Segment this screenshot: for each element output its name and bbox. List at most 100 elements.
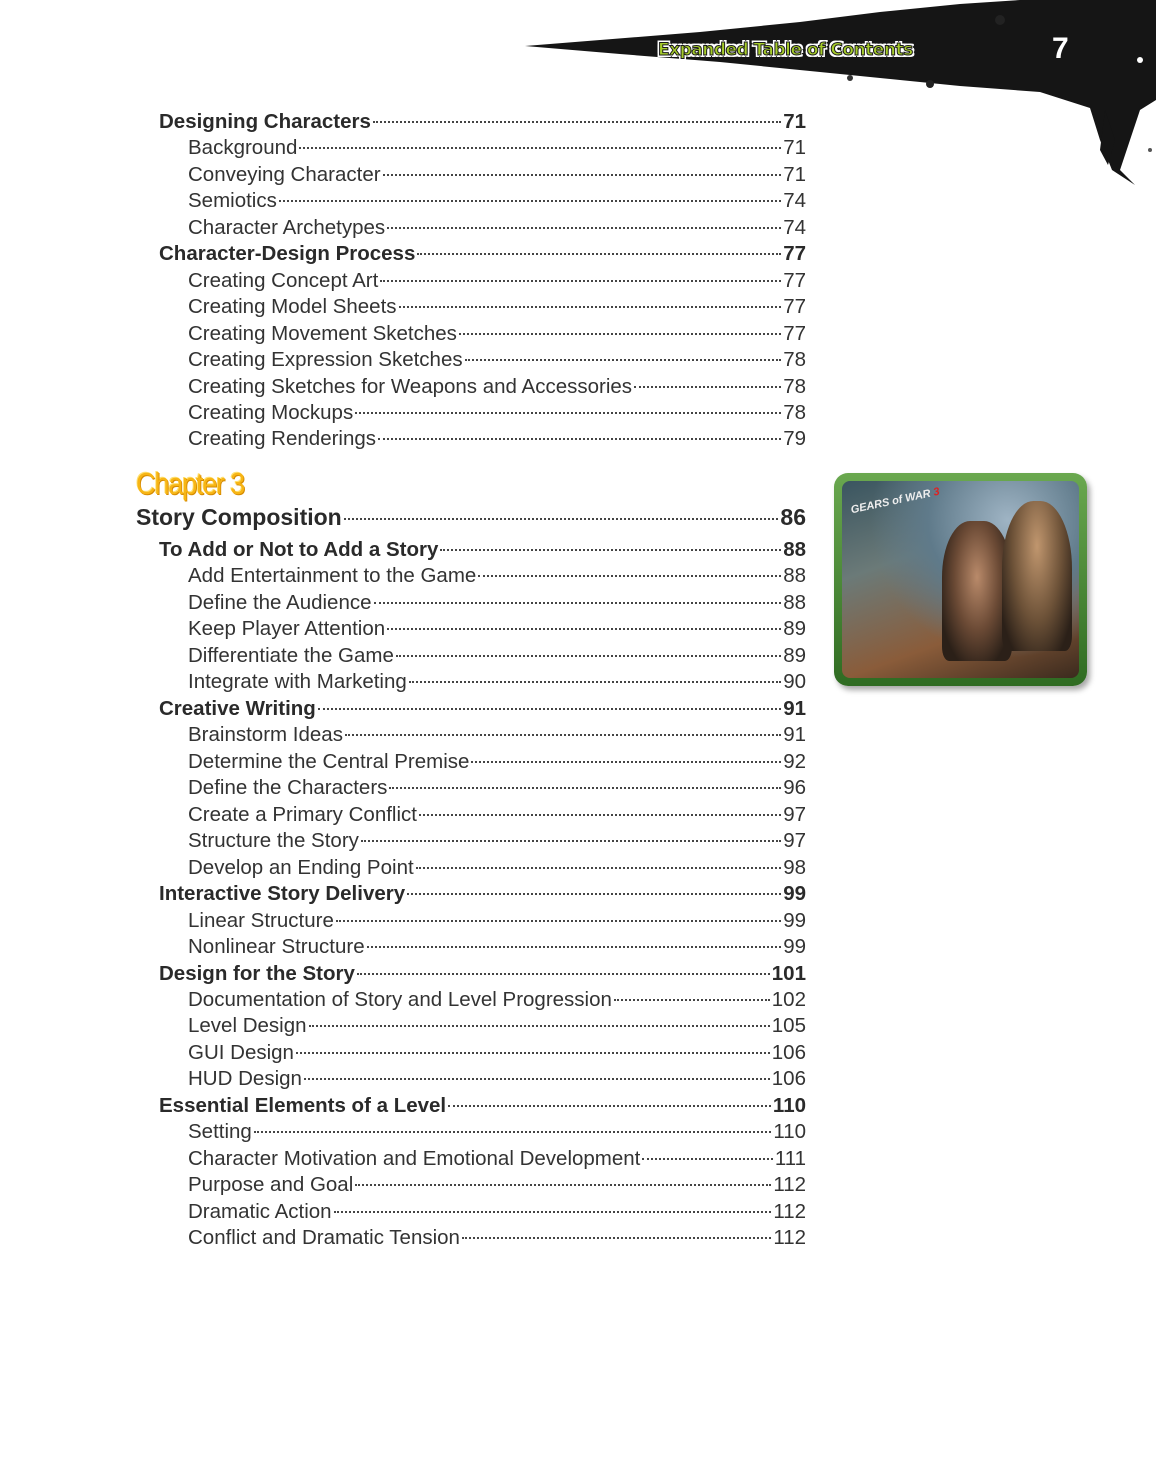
toc-subsection-entry[interactable]: Define the Audience 88 <box>188 590 806 616</box>
dot-leader <box>380 279 782 282</box>
entry-title: Background <box>188 136 298 160</box>
dot-leader <box>360 840 782 843</box>
entry-page-number: 99 <box>783 908 806 932</box>
toc-section-entry[interactable]: Essential Elements of a Level 110 <box>159 1093 806 1119</box>
dot-leader <box>389 787 782 790</box>
dot-leader <box>478 575 782 578</box>
entry-page-number: 88 <box>783 590 806 614</box>
toc-subsection-entry[interactable]: Creating Concept Art 77 <box>188 268 806 294</box>
toc-section-entry[interactable]: To Add or Not to Add a Story 88 <box>159 537 806 563</box>
toc-subsection-entry[interactable]: Linear Structure 99 <box>188 908 806 934</box>
entry-page-number: 71 <box>783 162 806 186</box>
dot-leader <box>642 1157 773 1160</box>
entry-page-number: 98 <box>783 855 806 879</box>
entry-page-number: 91 <box>783 696 806 720</box>
toc-subsection-entry[interactable]: Structure the Story 97 <box>188 828 806 854</box>
toc-chapter-entry[interactable]: Story Composition 86 <box>136 504 806 530</box>
toc-subsection-entry[interactable]: Nonlinear Structure 99 <box>188 934 806 960</box>
entry-title: Dramatic Action <box>188 1199 332 1223</box>
entry-title: HUD Design <box>188 1067 302 1091</box>
entry-title: Creating Renderings <box>188 427 377 451</box>
toc-subsection-entry[interactable]: Level Design 105 <box>188 1013 806 1039</box>
entry-page-number: 97 <box>783 829 806 853</box>
entry-page-number: 111 <box>774 1146 806 1170</box>
dot-leader <box>253 1131 772 1134</box>
entry-page-number: 110 <box>772 1093 806 1117</box>
toc-subsection-entry[interactable]: Character Motivation and Emotional Devel… <box>188 1146 806 1172</box>
ink-splatter-banner <box>525 0 1156 185</box>
entry-page-number: 71 <box>783 110 806 133</box>
entry-title: Semiotics <box>188 189 277 213</box>
entry-title: Nonlinear Structure <box>188 935 365 959</box>
toc-subsection-entry[interactable]: Setting 110 <box>188 1119 806 1145</box>
entry-title: Creating Sketches for Weapons and Access… <box>188 374 633 398</box>
entry-page-number: 88 <box>783 564 806 588</box>
entry-title: Develop an Ending Point <box>188 855 414 879</box>
toc-section-entry[interactable]: Creative Writing 91 <box>159 696 806 722</box>
entry-page-number: 112 <box>773 1226 806 1250</box>
dot-leader <box>378 438 782 441</box>
entry-page-number: 101 <box>771 961 806 985</box>
toc-section-entry[interactable]: Character-Design Process 77 <box>159 241 806 267</box>
toc-section-entry[interactable]: Interactive Story Delivery 99 <box>159 881 806 907</box>
dot-leader <box>398 306 782 309</box>
dot-leader <box>417 253 782 256</box>
entry-title: Brainstorm Ideas <box>188 723 343 747</box>
toc-subsection-entry[interactable]: Documentation of Story and Level Progres… <box>188 987 806 1013</box>
toc-subsection-entry[interactable]: HUD Design 106 <box>188 1066 806 1092</box>
toc-subsection-entry[interactable]: Brainstorm Ideas 91 <box>188 722 806 748</box>
toc-subsection-entry[interactable]: Differentiate the Game 89 <box>188 643 806 669</box>
entry-page-number: 96 <box>783 776 806 800</box>
entry-page-number: 77 <box>783 268 806 292</box>
toc-subsection-entry[interactable]: Creating Movement Sketches 77 <box>188 321 806 347</box>
toc-subsection-entry[interactable]: Determine the Central Premise 92 <box>188 749 806 775</box>
entry-title: Creating Expression Sketches <box>188 348 463 372</box>
toc-subsection-entry[interactable]: Creating Expression Sketches 78 <box>188 347 806 373</box>
toc-subsection-entry[interactable]: Develop an Ending Point 98 <box>188 855 806 881</box>
dot-leader <box>355 1184 772 1187</box>
entry-page-number: 74 <box>783 189 806 213</box>
entry-title: Designing Characters <box>159 110 371 133</box>
toc-subsection-entry[interactable]: Semiotics 74 <box>188 188 806 214</box>
dot-leader <box>613 998 770 1001</box>
entry-title: Character-Design Process <box>159 242 416 266</box>
dot-leader <box>373 601 782 604</box>
toc-subsection-entry[interactable]: Creating Sketches for Weapons and Access… <box>188 374 806 400</box>
toc-subsection-entry[interactable]: Dramatic Action 112 <box>188 1199 806 1225</box>
entry-title: Level Design <box>188 1014 307 1038</box>
toc-subsection-entry[interactable]: Add Entertainment to the Game 88 <box>188 563 806 589</box>
running-header-title: Expanded Table of Contents <box>658 40 914 61</box>
dot-leader <box>464 359 782 362</box>
entry-page-number: 78 <box>783 348 806 372</box>
toc-subsection-entry[interactable]: GUI Design 106 <box>188 1040 806 1066</box>
toc-subsection-entry[interactable]: Character Archetypes 74 <box>188 215 806 241</box>
toc-subsection-entry[interactable]: Creating Renderings 79 <box>188 426 806 452</box>
entry-page-number: 77 <box>783 321 806 345</box>
toc-subsection-entry[interactable]: Creating Mockups 78 <box>188 400 806 426</box>
entry-title: Purpose and Goal <box>188 1173 354 1197</box>
dot-leader <box>333 1210 772 1213</box>
entry-page-number: 112 <box>773 1199 806 1223</box>
toc-subsection-entry[interactable]: Define the Characters 96 <box>188 775 806 801</box>
entry-title: Story Composition <box>136 504 342 530</box>
toc-subsection-entry[interactable]: Keep Player Attention 89 <box>188 616 806 642</box>
toc-section-entry[interactable]: Design for the Story 101 <box>159 961 806 987</box>
toc-subsection-entry[interactable]: Creating Model Sheets 77 <box>188 294 806 320</box>
entry-page-number: 77 <box>783 242 806 266</box>
dot-leader <box>366 946 782 949</box>
toc-subsection-entry[interactable]: Conflict and Dramatic Tension 112 <box>188 1225 806 1251</box>
dot-leader <box>448 1104 771 1107</box>
entry-page-number: 99 <box>783 882 806 906</box>
entry-title: Character Archetypes <box>188 215 386 239</box>
chapter-heading: Chapter 3 <box>136 466 245 501</box>
toc-subsection-entry[interactable]: Create a Primary Conflict 97 <box>188 802 806 828</box>
toc-subsection-entry[interactable]: Purpose and Goal 112 <box>188 1172 806 1198</box>
toc-subsection-entry[interactable]: Background 71 <box>188 135 806 161</box>
toc-subsection-entry[interactable]: Integrate with Marketing 90 <box>188 669 806 695</box>
toc-subsection-entry[interactable]: Conveying Character 71 <box>188 162 806 188</box>
entry-page-number: 77 <box>783 295 806 319</box>
entry-title: Define the Audience <box>188 590 372 614</box>
entry-page-number: 110 <box>773 1120 806 1144</box>
toc-section-entry[interactable]: Designing Characters 71 <box>159 109 806 135</box>
entry-title: To Add or Not to Add a Story <box>159 538 439 561</box>
